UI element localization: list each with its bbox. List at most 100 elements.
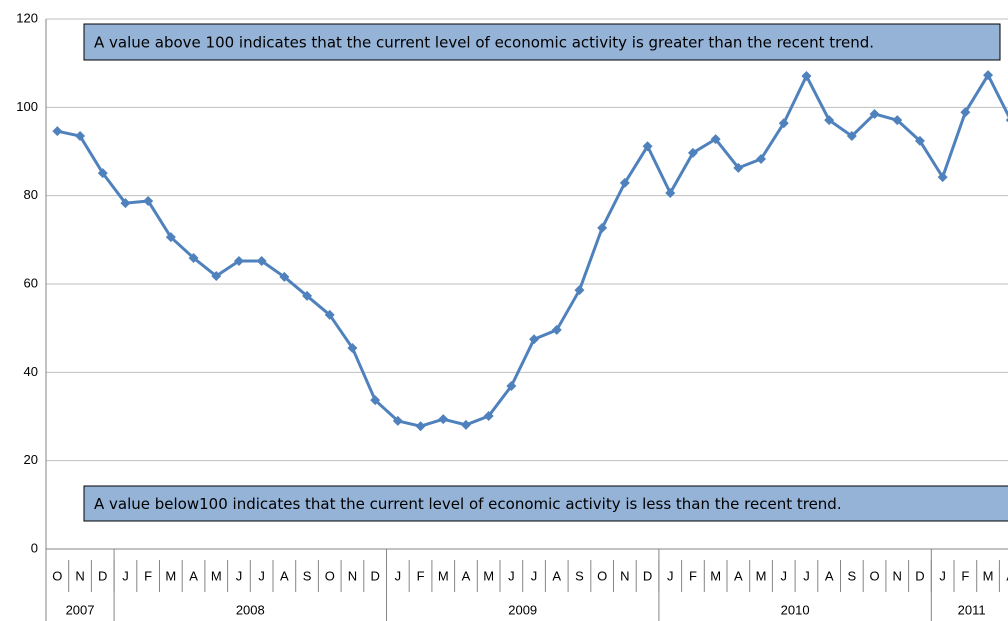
x-tick-label: J — [236, 568, 243, 583]
annotation-box — [83, 485, 1008, 522]
marker — [1005, 117, 1008, 123]
x-tick-label: A — [734, 568, 743, 583]
x-tick-label: D — [98, 568, 107, 583]
x-tick-label: J — [258, 568, 265, 583]
marker — [233, 256, 244, 267]
y-tick-label: 20 — [24, 452, 38, 467]
marker — [937, 172, 948, 183]
x-tick-label: F — [689, 568, 697, 583]
marker — [574, 285, 585, 296]
x-tick-label: D — [915, 568, 924, 583]
marker — [801, 70, 812, 81]
marker — [506, 381, 517, 392]
x-tick-label: N — [893, 568, 902, 583]
marker — [279, 271, 290, 282]
x-tick-label: N — [620, 568, 629, 583]
x-tick-label: O — [597, 568, 607, 583]
x-tick-label: A — [189, 568, 198, 583]
annotation-box — [83, 23, 1001, 61]
y-tick-label: 60 — [24, 275, 38, 290]
x-tick-label: A — [1006, 568, 1008, 583]
year-label: 2009 — [508, 602, 537, 617]
x-tick-label: N — [348, 568, 357, 583]
marker — [778, 118, 789, 129]
x-tick-label: M — [438, 568, 449, 583]
x-tick-label: D — [370, 568, 379, 583]
x-tick-label: M — [710, 568, 721, 583]
marker — [188, 252, 199, 263]
x-tick-label: M — [165, 568, 176, 583]
x-tick-label: O — [325, 568, 335, 583]
marker — [483, 411, 494, 422]
marker — [983, 70, 994, 81]
x-tick-label: S — [303, 568, 312, 583]
marker — [324, 309, 335, 320]
annotation: A value above 100 indicates that the cur… — [94, 34, 874, 52]
marker — [551, 324, 562, 335]
year-label: 2011 — [958, 602, 986, 617]
marker — [302, 290, 313, 301]
marker — [143, 195, 154, 206]
x-tick-label: N — [75, 568, 84, 583]
y-tick-label: 80 — [24, 187, 38, 202]
marker — [960, 107, 971, 118]
x-tick-label: A — [825, 568, 834, 583]
marker — [756, 154, 767, 165]
marker — [52, 126, 63, 137]
marker — [529, 334, 540, 345]
marker — [892, 115, 903, 126]
y-tick-label: 40 — [24, 364, 38, 379]
x-tick-label: J — [803, 568, 810, 583]
marker — [97, 168, 108, 179]
x-tick-label: F — [144, 568, 152, 583]
x-tick-label: J — [667, 568, 674, 583]
x-tick-label: M — [756, 568, 767, 583]
marker — [597, 222, 608, 233]
marker — [120, 198, 131, 209]
marker — [415, 421, 426, 432]
x-tick-label: F — [961, 568, 969, 583]
year-label: 2010 — [781, 602, 810, 617]
marker — [846, 131, 857, 142]
annotation: A value below100 indicates that the curr… — [94, 495, 842, 513]
marker — [370, 395, 381, 406]
x-tick-label: M — [211, 568, 222, 583]
year-label: 2007 — [66, 602, 95, 617]
marker — [256, 256, 267, 267]
marker — [687, 147, 698, 158]
marker — [392, 415, 403, 426]
x-tick-label: J — [508, 568, 515, 583]
x-tick-label: J — [122, 568, 129, 583]
x-tick-label: A — [280, 568, 289, 583]
marker — [869, 108, 880, 119]
year-label: 2008 — [236, 602, 265, 617]
series-line — [57, 73, 1008, 428]
x-tick-label: M — [983, 568, 994, 583]
x-tick-label: J — [395, 568, 402, 583]
x-tick-label: S — [575, 568, 584, 583]
x-tick-label: A — [552, 568, 561, 583]
x-tick-label: M — [483, 568, 494, 583]
marker — [733, 162, 744, 173]
marker — [710, 134, 721, 145]
x-tick-label: J — [781, 568, 788, 583]
marker — [824, 115, 835, 126]
marker — [211, 271, 222, 282]
marker — [665, 188, 676, 199]
x-tick-label: D — [643, 568, 652, 583]
marker — [347, 343, 358, 354]
x-tick-label: O — [869, 568, 879, 583]
marker — [165, 232, 176, 243]
marker — [619, 177, 630, 188]
y-tick-label: 0 — [31, 540, 38, 555]
marker — [642, 141, 653, 152]
x-tick-label: F — [417, 568, 425, 583]
x-tick-label: A — [462, 568, 471, 583]
x-tick-label: S — [848, 568, 857, 583]
y-tick-label: 100 — [16, 99, 38, 114]
marker — [914, 135, 925, 146]
marker — [75, 131, 86, 142]
x-tick-label: J — [531, 568, 538, 583]
marker — [460, 419, 471, 430]
